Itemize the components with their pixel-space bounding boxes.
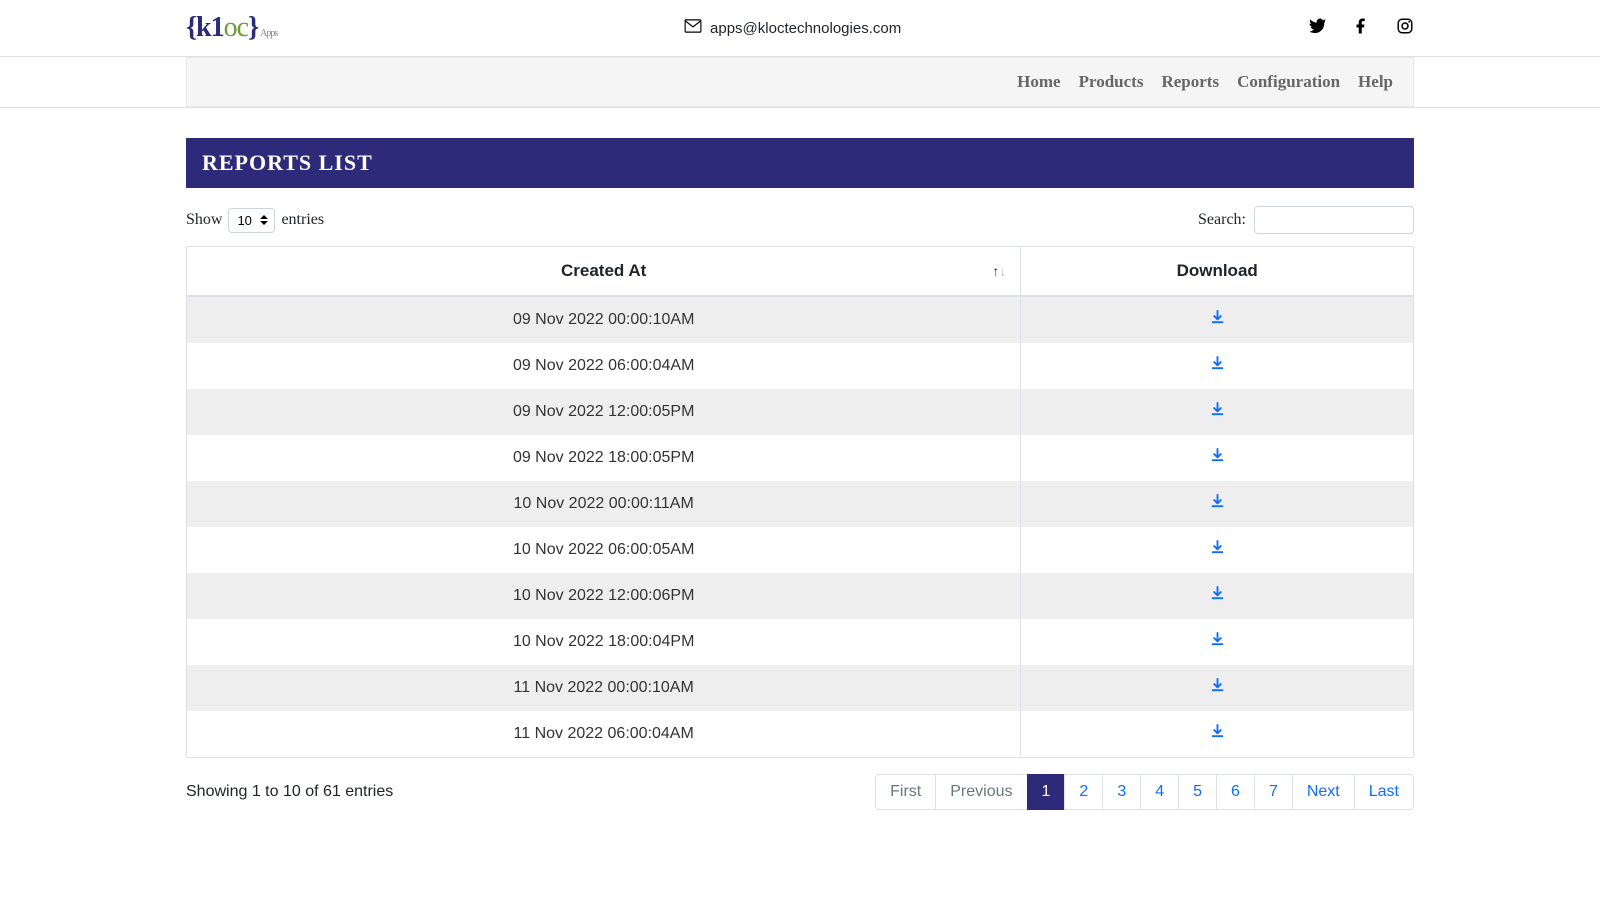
table-row: 10 Nov 2022 06:00:05AM	[187, 527, 1414, 573]
col-header-created-at[interactable]: Created At ↑↓	[187, 247, 1021, 297]
nav-configuration[interactable]: Configuration	[1237, 72, 1340, 92]
download-icon[interactable]	[1210, 588, 1225, 605]
table-row: 09 Nov 2022 18:00:05PM	[187, 435, 1414, 481]
search-control: Search:	[1198, 206, 1414, 234]
download-icon[interactable]	[1210, 450, 1225, 467]
email-text: apps@kloctechnologies.com	[710, 20, 901, 37]
cell-created-at: 09 Nov 2022 06:00:04AM	[187, 343, 1021, 389]
table-row: 11 Nov 2022 00:00:10AM	[187, 665, 1414, 711]
page-next[interactable]: Next	[1292, 774, 1355, 810]
cell-download	[1021, 343, 1414, 389]
download-icon[interactable]	[1210, 312, 1225, 329]
nav-reports[interactable]: Reports	[1161, 72, 1219, 92]
download-icon[interactable]	[1210, 404, 1225, 421]
cell-created-at: 09 Nov 2022 18:00:05PM	[187, 435, 1021, 481]
cell-download	[1021, 527, 1414, 573]
page-number[interactable]: 4	[1140, 774, 1179, 810]
table-row: 10 Nov 2022 12:00:06PM	[187, 573, 1414, 619]
table-row: 09 Nov 2022 00:00:10AM	[187, 296, 1414, 343]
table-row: 09 Nov 2022 12:00:05PM	[187, 389, 1414, 435]
col-header-created-at-label: Created At	[561, 261, 646, 280]
download-icon[interactable]	[1210, 542, 1225, 559]
facebook-icon[interactable]	[1352, 17, 1370, 40]
pagination: First Previous 1234567 Next Last	[875, 774, 1414, 810]
table-row: 10 Nov 2022 00:00:11AM	[187, 481, 1414, 527]
contact-email[interactable]: apps@kloctechnologies.com	[684, 19, 901, 37]
social-icons	[1308, 17, 1414, 40]
download-icon[interactable]	[1210, 634, 1225, 651]
cell-download	[1021, 435, 1414, 481]
cell-created-at: 09 Nov 2022 00:00:10AM	[187, 296, 1021, 343]
sort-icon: ↑↓	[992, 263, 1006, 279]
cell-download	[1021, 711, 1414, 758]
logo-brace-close: }	[248, 12, 258, 43]
cell-created-at: 10 Nov 2022 00:00:11AM	[187, 481, 1021, 527]
table-row: 09 Nov 2022 06:00:04AM	[187, 343, 1414, 389]
show-label-suffix: entries	[281, 211, 324, 229]
page-number[interactable]: 6	[1216, 774, 1255, 810]
reports-table: Created At ↑↓ Download 09 Nov 2022 00:00…	[186, 246, 1414, 758]
col-header-download: Download	[1021, 247, 1414, 297]
cell-created-at: 11 Nov 2022 06:00:04AM	[187, 711, 1021, 758]
instagram-icon[interactable]	[1396, 17, 1414, 40]
logo-k1: k1	[196, 12, 224, 43]
cell-download	[1021, 573, 1414, 619]
cell-download	[1021, 619, 1414, 665]
search-input[interactable]	[1254, 206, 1414, 234]
download-icon[interactable]	[1210, 358, 1225, 375]
cell-created-at: 10 Nov 2022 12:00:06PM	[187, 573, 1021, 619]
main-nav: Home Products Reports Configuration Help	[186, 57, 1414, 107]
page-number[interactable]: 7	[1254, 774, 1293, 810]
page-number[interactable]: 2	[1064, 774, 1103, 810]
download-icon[interactable]	[1210, 680, 1225, 697]
table-header-row: Created At ↑↓ Download	[187, 247, 1414, 297]
showing-info: Showing 1 to 10 of 61 entries	[186, 783, 393, 801]
page-size-select[interactable]: 10	[228, 208, 275, 233]
page-last[interactable]: Last	[1354, 774, 1414, 810]
table-footer: Showing 1 to 10 of 61 entries First Prev…	[186, 774, 1414, 840]
page-title: REPORTS LIST	[186, 138, 1414, 188]
nav-home[interactable]: Home	[1017, 72, 1060, 92]
page-size-control: Show 10 entries	[186, 208, 324, 233]
search-label: Search:	[1198, 211, 1246, 229]
nav-products[interactable]: Products	[1079, 72, 1144, 92]
show-label-prefix: Show	[186, 211, 222, 229]
cell-created-at: 11 Nov 2022 00:00:10AM	[187, 665, 1021, 711]
cell-created-at: 10 Nov 2022 06:00:05AM	[187, 527, 1021, 573]
mail-icon	[684, 19, 702, 37]
table-row: 11 Nov 2022 06:00:04AM	[187, 711, 1414, 758]
cell-created-at: 09 Nov 2022 12:00:05PM	[187, 389, 1021, 435]
logo[interactable]: {k1oc}Apps	[186, 12, 277, 44]
twitter-icon[interactable]	[1308, 17, 1326, 40]
cell-created-at: 10 Nov 2022 18:00:04PM	[187, 619, 1021, 665]
cell-download	[1021, 296, 1414, 343]
cell-download	[1021, 481, 1414, 527]
cell-download	[1021, 389, 1414, 435]
logo-brace-open: {	[186, 12, 196, 43]
logo-oc: oc	[224, 12, 248, 43]
cell-download	[1021, 665, 1414, 711]
page-number[interactable]: 3	[1102, 774, 1141, 810]
download-icon[interactable]	[1210, 726, 1225, 743]
table-row: 10 Nov 2022 18:00:04PM	[187, 619, 1414, 665]
page-first[interactable]: First	[875, 774, 936, 810]
nav-wrap: Home Products Reports Configuration Help	[0, 56, 1600, 108]
page-number[interactable]: 1	[1027, 774, 1066, 810]
page-number[interactable]: 5	[1178, 774, 1217, 810]
page-previous[interactable]: Previous	[935, 774, 1027, 810]
nav-help[interactable]: Help	[1358, 72, 1393, 92]
download-icon[interactable]	[1210, 496, 1225, 513]
main-container: REPORTS LIST Show 10 entries Search: Cre…	[186, 108, 1414, 840]
logo-suffix: Apps	[260, 28, 277, 39]
table-controls: Show 10 entries Search:	[186, 206, 1414, 234]
top-header: {k1oc}Apps apps@kloctechnologies.com	[186, 0, 1414, 56]
col-header-download-label: Download	[1177, 261, 1258, 280]
